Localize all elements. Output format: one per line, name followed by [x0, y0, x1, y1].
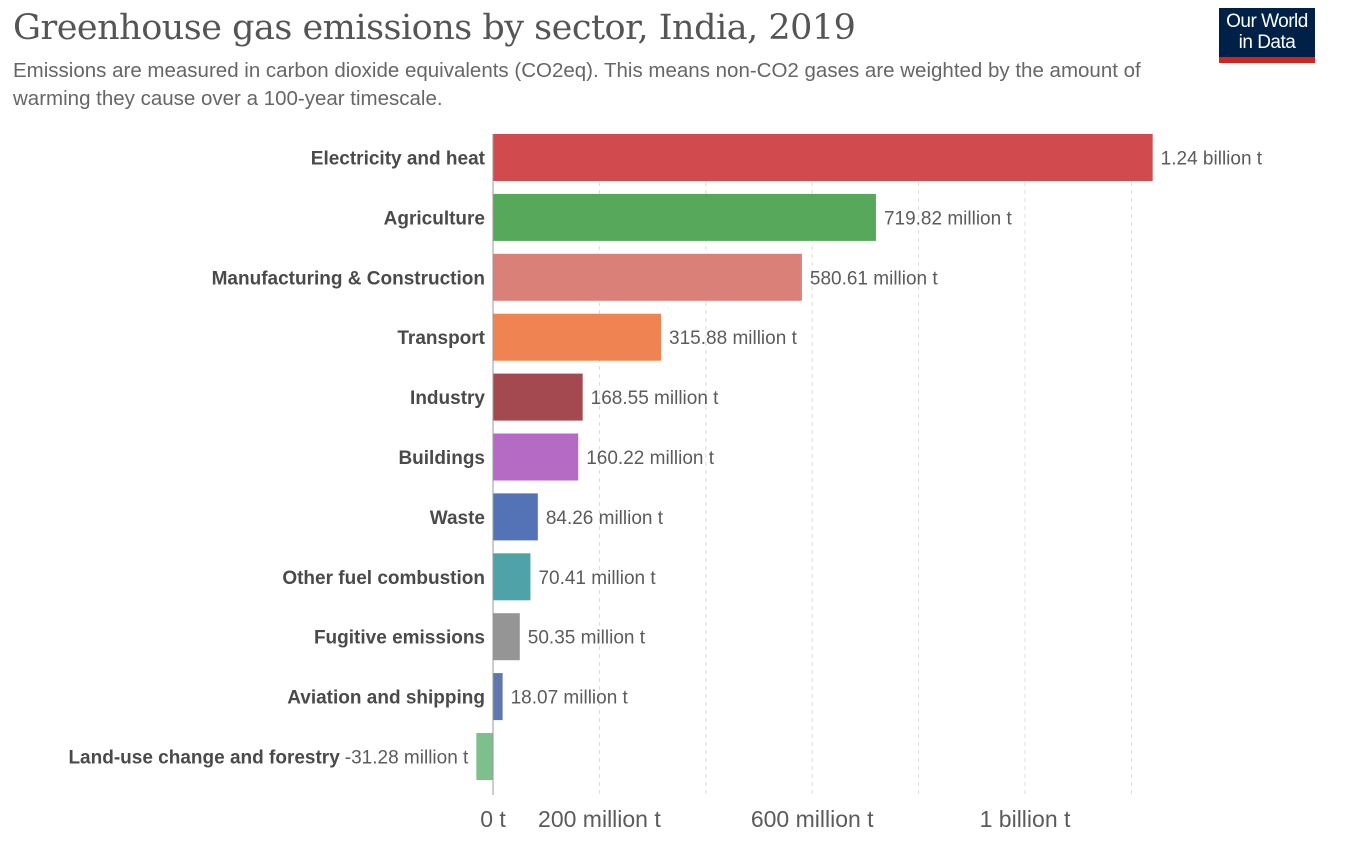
bars: [476, 134, 1153, 780]
category-label: Industry: [410, 388, 485, 409]
category-label: Other fuel combustion: [282, 568, 485, 589]
category-label: Land-use change and forestry: [68, 748, 340, 769]
category-label: Fugitive emissions: [314, 628, 485, 649]
bar: [493, 493, 538, 541]
x-tick-labels: 0 t 200 million t 600 million t 1 billion t: [480, 806, 1071, 832]
x-tick-label: 600 million t: [751, 806, 874, 832]
bar: [493, 134, 1153, 181]
category-label: Agriculture: [384, 208, 485, 229]
category-label: Waste: [430, 508, 485, 529]
bar: [476, 733, 493, 780]
chart-title: Greenhouse gas emissions by sector, Indi…: [13, 8, 856, 48]
value-label: -31.28 million t: [345, 748, 469, 769]
bar: [493, 193, 876, 241]
category-label: Electricity and heat: [311, 149, 486, 170]
bar: [493, 673, 503, 721]
x-tick-label: 200 million t: [538, 806, 661, 832]
owid-logo[interactable]: Our World in Data: [1219, 8, 1315, 63]
value-label: 168.55 million t: [591, 388, 720, 409]
gridlines: [598, 134, 1132, 795]
bar: [493, 373, 583, 421]
logo-line-1: Our World: [1226, 11, 1308, 32]
logo-line-2: in Data: [1238, 32, 1296, 53]
value-label: 315.88 million t: [669, 328, 798, 349]
value-labels: 1.24 billion t 719.82 million t 580.61 mil…: [345, 149, 1263, 769]
value-label: 580.61 million t: [810, 268, 939, 289]
value-label: 50.35 million t: [528, 628, 646, 649]
category-label: Aviation and shipping: [287, 688, 485, 709]
bar: [493, 253, 802, 301]
value-label: 70.41 million t: [538, 568, 656, 589]
x-tick-label: 0 t: [480, 806, 506, 832]
value-label: 18.07 million t: [511, 688, 629, 709]
value-label: 719.82 million t: [884, 208, 1013, 229]
category-label: Buildings: [398, 448, 485, 469]
value-label: 84.26 million t: [546, 508, 664, 529]
category-labels: Electricity and heat Agriculture Manufactu…: [68, 149, 485, 769]
chart-subtitle: Emissions are measured in carbon dioxide…: [13, 59, 1141, 110]
category-label: Manufacturing & Construction: [212, 268, 485, 289]
bar: [493, 313, 662, 361]
bar: [493, 433, 579, 481]
category-label: Transport: [397, 328, 485, 349]
value-label: 1.24 billion t: [1161, 149, 1263, 170]
x-tick-label: 1 billion t: [980, 806, 1071, 832]
value-label: 160.22 million t: [586, 448, 715, 469]
bar: [493, 613, 520, 661]
bar: [493, 553, 531, 601]
